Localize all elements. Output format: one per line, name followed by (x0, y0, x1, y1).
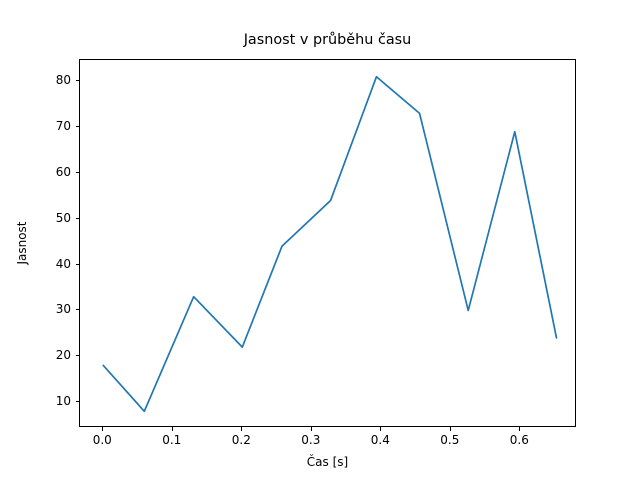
y-tick-label: 10 (55, 394, 71, 409)
x-axis-label: Čas [s] (306, 455, 349, 469)
y-tick-mark (75, 171, 79, 173)
x-tick-mark (380, 427, 382, 431)
x-tick-label: 0.4 (370, 433, 390, 447)
plot-area (79, 59, 576, 427)
data-line-svg (102, 75, 558, 413)
y-tick-label: 20 (55, 348, 71, 363)
y-tick-mark (75, 263, 79, 265)
x-tick-label: 0.1 (162, 433, 182, 447)
y-tick-label: 50 (55, 210, 71, 225)
y-tick-label: 70 (55, 119, 71, 134)
x-tick-mark (310, 427, 312, 431)
x-tick-label: 0.6 (509, 433, 529, 447)
y-tick-mark (75, 309, 79, 311)
y-tick-mark (75, 217, 79, 219)
x-tick-label: 0.5 (440, 433, 460, 447)
y-axis-label: Jasnost (15, 221, 29, 265)
x-tick-label: 0.3 (301, 433, 321, 447)
y-tick-label: 30 (55, 302, 71, 317)
x-tick-label: 0.0 (92, 433, 112, 447)
x-tick-mark (171, 427, 173, 431)
y-tick-label: 60 (55, 164, 71, 179)
chart-title: Jasnost v průběhu času (243, 32, 412, 48)
y-tick-mark (75, 401, 79, 403)
x-tick-mark (449, 427, 451, 431)
y-tick-label: 80 (55, 73, 71, 88)
y-tick-mark (75, 80, 79, 82)
x-tick-mark (241, 427, 243, 431)
x-tick-mark (519, 427, 521, 431)
y-tick-mark (75, 355, 79, 357)
y-tick-mark (75, 126, 79, 128)
y-tick-label: 40 (55, 256, 71, 271)
x-tick-label: 0.2 (231, 433, 251, 447)
data-line-jasnost (102, 75, 558, 413)
x-tick-mark (102, 427, 104, 431)
